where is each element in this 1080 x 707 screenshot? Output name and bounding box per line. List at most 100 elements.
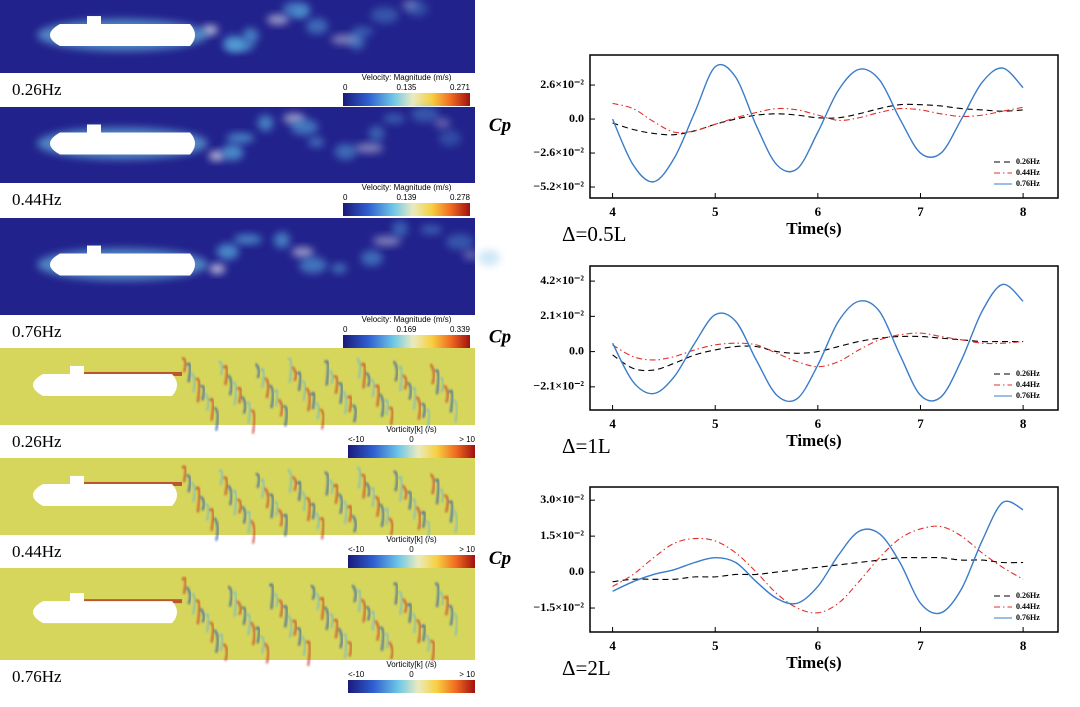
vortex-streak xyxy=(213,517,219,541)
vortex-streak xyxy=(448,604,454,626)
y-tick-label: 0.0 xyxy=(569,111,584,125)
panel-label: 0.26Hz xyxy=(12,80,62,99)
vortex-streak xyxy=(199,385,205,401)
wake-blob xyxy=(221,144,244,161)
vortex-streak xyxy=(282,405,288,427)
legend-label: 0.76Hz xyxy=(1016,179,1040,188)
vortex-streak xyxy=(231,591,238,617)
plot-frame xyxy=(589,486,1059,633)
vortex-streak xyxy=(278,599,284,618)
vortex-streak xyxy=(383,399,389,416)
cp-line xyxy=(612,500,1024,615)
vortex-streak xyxy=(264,377,270,399)
vortex-streak xyxy=(434,369,440,395)
vortex-streak xyxy=(195,599,201,625)
vortex-streak xyxy=(310,584,316,600)
wake-blob xyxy=(438,130,461,147)
vortex-streak xyxy=(411,386,417,410)
vortex-streak xyxy=(448,500,454,523)
colorbar-tick-label: 0.278 xyxy=(450,193,471,202)
panel-label: 0.44Hz xyxy=(12,542,62,561)
vortex-streak xyxy=(416,619,422,644)
x-tick-label: 5 xyxy=(712,638,719,653)
vortex-streak xyxy=(181,576,187,595)
colorbar-tick-label: 0.169 xyxy=(396,325,417,334)
vortex-streak xyxy=(300,635,307,657)
vortex-streak xyxy=(241,606,247,626)
flow-field xyxy=(0,348,475,434)
wake-blob xyxy=(334,143,357,160)
vortex-streak xyxy=(360,598,366,623)
vortex-streak xyxy=(342,390,348,415)
vortex-streak xyxy=(305,387,311,412)
vortex-streak xyxy=(429,639,435,662)
vortex-streak xyxy=(369,487,376,507)
x-tick-label: 5 xyxy=(712,204,719,219)
submarine-sail xyxy=(87,245,101,255)
vortex-streak xyxy=(241,505,247,524)
vortex-streak xyxy=(356,357,362,379)
vortex-streak xyxy=(323,360,330,386)
x-tick-label: 6 xyxy=(815,204,822,219)
colorbar xyxy=(348,680,475,693)
vortex-streak xyxy=(273,592,279,608)
colorbar-tick-label: 0.271 xyxy=(450,83,471,92)
y-tick-label: −2.1×10⁻² xyxy=(533,379,584,393)
x-axis-label: Time(s) xyxy=(786,431,841,450)
colorbar xyxy=(348,445,475,458)
vortex-streak xyxy=(268,493,274,519)
vortex-streak xyxy=(314,591,320,610)
x-tick-label: 4 xyxy=(609,638,616,653)
colorbar xyxy=(343,203,470,216)
vortex-streak xyxy=(420,624,426,642)
vortex-streak xyxy=(421,402,426,419)
vortex-streak xyxy=(291,366,297,382)
vortex-streak xyxy=(227,585,233,607)
vortex-streak xyxy=(310,392,316,410)
vortex-streak xyxy=(397,590,403,615)
vortex-streak xyxy=(218,633,224,651)
vortex-streak xyxy=(337,627,343,649)
colorbar-tick-label: 0 xyxy=(343,193,348,202)
vortex-streak xyxy=(443,384,449,403)
vortex-streak xyxy=(190,593,196,615)
vortex-streak xyxy=(351,404,357,423)
vortex-streak xyxy=(181,465,187,483)
x-tick-label: 8 xyxy=(1020,638,1027,653)
wake-blob xyxy=(406,0,429,17)
y-axis-label: Cp xyxy=(489,326,511,347)
vortex-streak xyxy=(236,498,242,514)
colorbar-tick-label: <-10 xyxy=(348,545,365,554)
wake-blob xyxy=(225,41,254,52)
vortex-streak xyxy=(388,517,394,536)
colorbar-title: Vorticity[k] (/s) xyxy=(386,660,437,669)
vortex-streak xyxy=(452,398,458,423)
wake-blob xyxy=(368,125,385,142)
colorbar-tick-label: 0.139 xyxy=(396,193,417,202)
vortex-streak xyxy=(434,582,440,608)
colorbar-tick-label: > 10 xyxy=(459,435,475,444)
wake-blob xyxy=(257,115,274,132)
panel-label: 0.26Hz xyxy=(12,432,62,451)
vortex-streak xyxy=(287,357,293,383)
colorbar-tick-label: <-10 xyxy=(348,435,365,444)
submarine-sail xyxy=(70,593,84,603)
y-tick-label: 4.2×10⁻² xyxy=(540,273,584,287)
vortex-streak xyxy=(369,610,376,631)
panel-label: 0.76Hz xyxy=(12,322,62,341)
vortex-streak xyxy=(402,374,408,390)
y-tick-label: −5.2×10⁻² xyxy=(533,179,584,193)
vortex-streak xyxy=(383,507,389,526)
submarine-sail xyxy=(87,16,101,26)
vortex-streak xyxy=(429,473,435,495)
vortex-streak xyxy=(319,597,325,620)
wake-blob xyxy=(308,137,325,148)
vortex-streak xyxy=(264,642,270,664)
y-axis-label: Cp xyxy=(489,115,511,136)
vortex-streak xyxy=(360,473,366,499)
vortex-streak xyxy=(415,396,422,420)
vortex-streak xyxy=(227,374,233,396)
wake-blob xyxy=(291,247,314,258)
vortex-streak xyxy=(204,392,210,411)
y-axis-label: Cp xyxy=(489,548,511,569)
